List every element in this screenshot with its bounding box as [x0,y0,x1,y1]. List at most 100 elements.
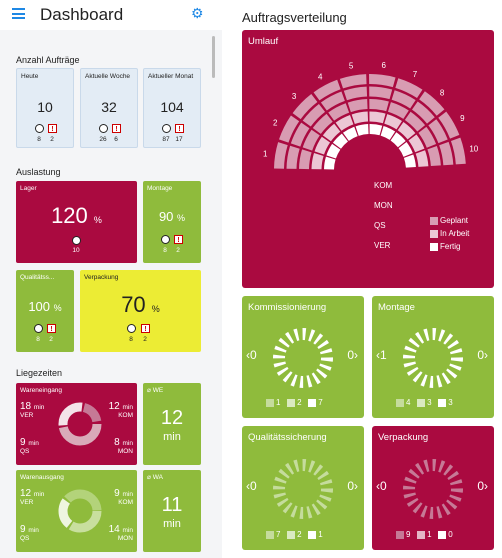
label-ver: VER [20,412,34,419]
umlauf-scale-label: 6 [381,61,386,70]
umlauf-arc-segment [391,90,416,109]
count-alert: 6 [114,136,118,143]
section-title-load: Auslastung [16,167,61,177]
umlauf-arc-segment [369,86,393,100]
umlauf-arc-segment [324,156,336,170]
gear-icon[interactable]: ⚙ [191,5,204,21]
time-qs: 9 min [20,524,39,535]
load-card-lager[interactable]: Lager 120 % 10 [16,181,137,263]
umlauf-arc-segment [355,124,369,136]
umlauf-scale-label: 5 [349,62,354,71]
scrollbar[interactable] [212,36,215,78]
count-planned: 8 [163,247,167,254]
prev-value[interactable]: ‹1 [376,348,387,362]
time-ver: 18 min [20,401,45,412]
prev-value[interactable]: ‹0 [246,479,257,493]
umlauf-arc-segment [312,113,333,134]
avg-card-we[interactable]: ⌀ WE 12 min [143,383,201,465]
umlauf-arc-segment [404,111,426,132]
umlauf-arc-segment [290,122,310,147]
time-kom: 9 min [114,488,133,499]
count-planned: 8 [129,336,133,343]
donut-ring [273,459,333,519]
section-title-times: Liegezeiten [16,368,63,378]
card-label: Verpackung [84,274,119,281]
umlauf-arc-segment [351,111,369,124]
alert-icon: ! [47,324,56,333]
umlauf-arc-segment [412,101,435,124]
panel-title: Umlauf [248,36,279,47]
prev-value[interactable]: ‹0 [246,348,257,362]
clock-icon [34,324,43,333]
next-value[interactable]: 0› [347,479,358,493]
order-card-week[interactable]: Aktuelle Woche 32 ! 26 6 [80,68,138,148]
donut-segment [58,489,102,533]
umlauf-arc-segment [369,111,386,124]
section-title-distribution: Auftragsverteilung [242,10,347,25]
card-value: 12 [160,407,184,429]
avg-card-wa[interactable]: ⌀ WA 11 min [143,470,201,552]
umlauf-scale-label: 9 [460,114,465,123]
umlauf-arc-segment [286,145,300,169]
umlauf-arc-segment [438,111,460,139]
umlauf-arc-segment [339,74,367,89]
label-kom: KOM [118,412,133,419]
clock-icon [99,124,108,133]
umlauf-arc-segment [311,153,324,170]
menu-icon[interactable] [12,8,25,19]
load-card-montage[interactable]: Montage 90 % ! 8 2 [143,181,201,263]
donut-chart [58,489,102,533]
clock-icon [72,236,81,245]
label-mon: MON [117,448,133,455]
card-label: Aktuelle Woche [85,73,131,80]
clock-icon [161,235,170,244]
order-card-month[interactable]: Aktueller Monat 104 ! 87 17 [143,68,201,148]
panel-title: Montage [378,302,415,313]
count-alert: 2 [176,247,180,254]
time-card-warenausgang[interactable]: Warenausgang 12 min VER 9 min KOM 9 min … [16,470,137,552]
load-card-verpackung[interactable]: Verpackung 70 % ! 8 2 [80,270,201,352]
time-mon: 8 min [114,437,133,448]
card-value: 32 [101,99,117,115]
umlauf-arc-segment [403,154,416,168]
time-card-wareneingang[interactable]: Wareneingang 18 min VER 12 min KOM 9 min… [16,383,137,465]
umlauf-arc-segment [450,137,466,165]
count-alert: 2 [49,336,53,343]
panel-legend: 1 2 7 [266,398,323,407]
umlauf-scale-label: 10 [469,144,478,153]
umlauf-arc-segment [369,74,396,88]
panel-kommissionierung[interactable]: Kommissionierung ‹0 0› 1 2 7 [242,296,364,418]
donut-chart [403,328,463,388]
card-label: Qualitätss... [20,274,55,281]
label-qs: QS [20,535,30,542]
count-alert: 17 [175,136,183,143]
umlauf-arc-segment [320,91,345,111]
load-card-qualitaet[interactable]: Qualitätss... 100 % ! 8 2 [16,270,74,352]
alert-icon: ! [48,124,57,133]
umlauf-arc-segment [419,91,445,116]
prev-value[interactable]: ‹0 [376,479,387,493]
time-kom: 12 min [108,401,133,412]
umlauf-arc-segment [398,142,413,157]
panel-qualitaetssicherung[interactable]: Qualitätssicherung ‹0 0› 7 2 1 [242,426,364,550]
panel-montage[interactable]: Montage ‹1 0› 4 3 3 [372,296,494,418]
umlauf-arc-segment [328,103,350,121]
order-card-today[interactable]: Heute 10 ! 8 2 [16,68,74,148]
panel-verpackung[interactable]: Verpackung ‹0 0› 9 1 0 [372,426,494,550]
umlauf-panel[interactable]: Umlauf 1 2 3 4 5 6 7 8 9 10 KOM MON QS VER Geplan… [242,30,494,288]
next-value[interactable]: 0› [347,348,358,362]
legend-in-arbeit: In Arbeit [430,229,469,238]
page-title: Dashboard [40,5,124,24]
panel-legend: 7 2 1 [266,530,323,539]
umlauf-arc-segment [395,78,423,98]
donut-chart [273,459,333,519]
card-value: 90 % [158,209,186,224]
umlauf-arc-segment [428,119,448,144]
right-panel: Auftragsverteilung Umlauf 1 2 3 4 5 6 7 8 9 10 KO… [228,0,502,558]
next-value[interactable]: 0› [477,348,488,362]
umlauf-arc-segment [415,150,429,167]
donut-chart [58,402,102,446]
card-label: Lager [20,185,37,192]
next-value[interactable]: 0› [477,479,488,493]
umlauf-arc-segment [274,142,288,169]
